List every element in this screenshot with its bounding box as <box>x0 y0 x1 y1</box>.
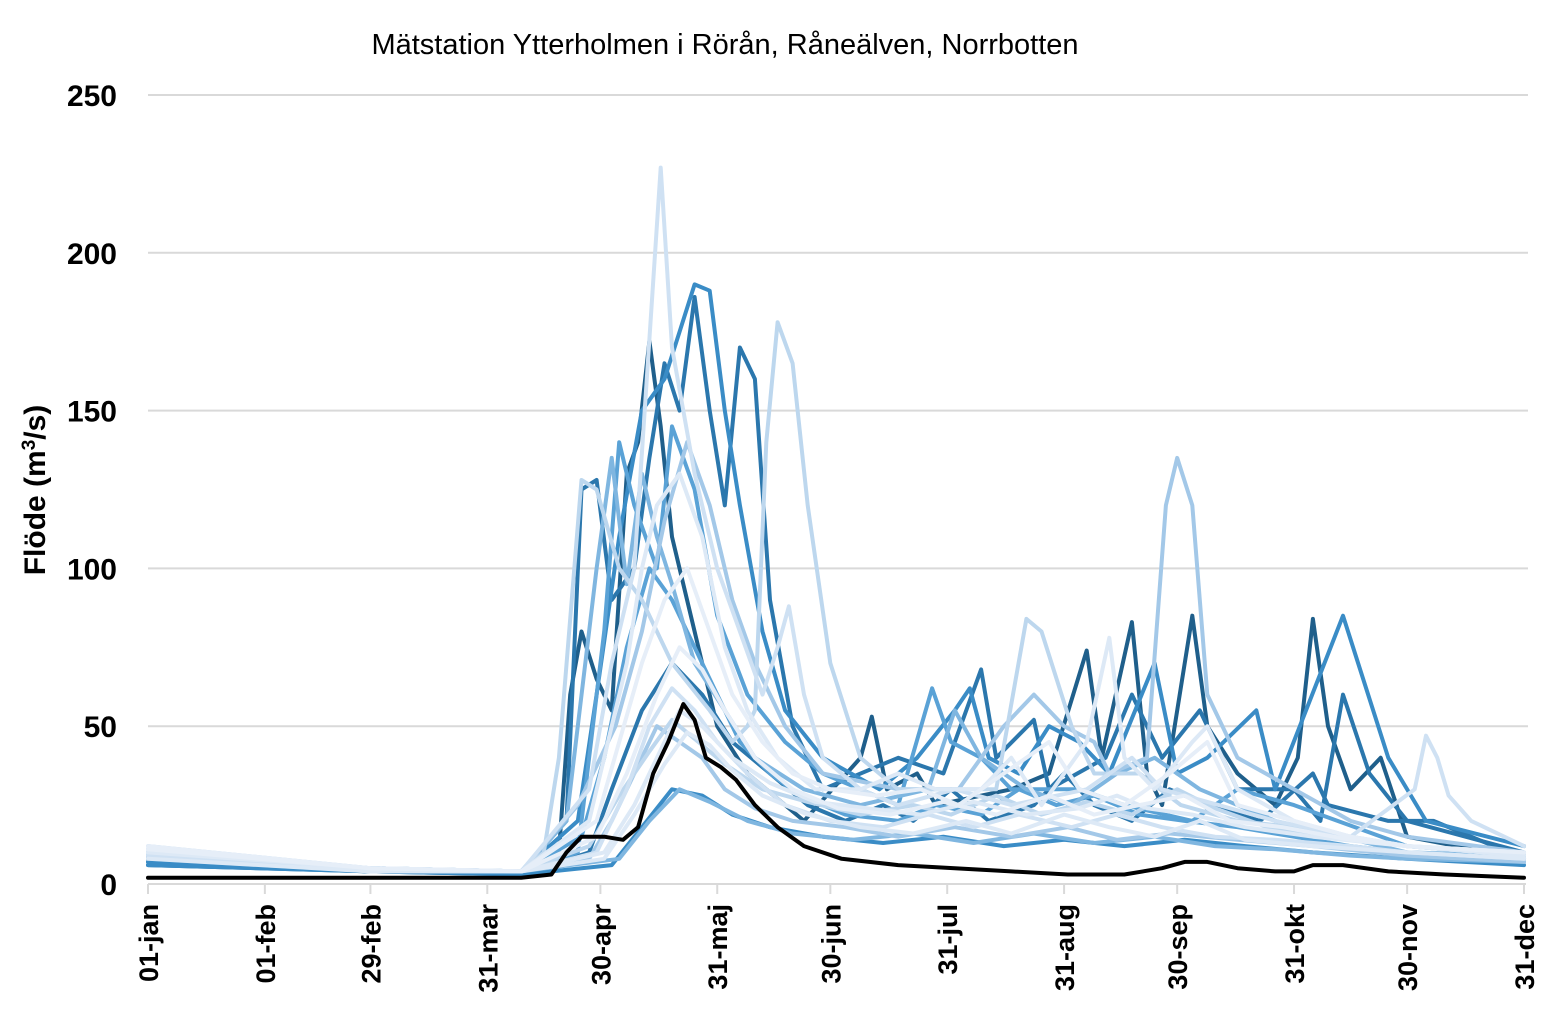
series-line-s20 <box>146 708 1526 874</box>
series-line-s15 <box>146 730 1526 874</box>
x-tick-label: 31-maj <box>703 904 733 990</box>
gridlines <box>148 94 1528 728</box>
x-tick-label: 30-jun <box>816 904 846 984</box>
y-axis-label: Flöde (m3/s) <box>19 405 52 576</box>
x-axis-ticks: 01-jan 01-feb 29-feb 31-mar 30-apr 31-maj 30-j… <box>134 884 1540 993</box>
y-tick-label: 50 <box>84 711 117 744</box>
x-tick-label: 31-jul <box>933 904 963 975</box>
series-line-s14 <box>146 686 1526 874</box>
series-line-s3 <box>146 282 1526 874</box>
y-axis-ticks: 0 50 100 150 200 250 <box>67 80 117 902</box>
series-lines <box>146 165 1526 880</box>
series-line-s8 <box>146 165 1526 874</box>
x-tick-label: 30-nov <box>1393 904 1423 991</box>
x-tick-label: 30-apr <box>586 904 616 986</box>
x-tick-label: 30-sep <box>1163 904 1193 990</box>
series-line-s5 <box>146 455 1526 874</box>
series-line-s18 <box>146 717 1526 874</box>
chart-title: Mätstation Ytterholmen i Rörån, Råneälve… <box>371 29 1078 61</box>
y-tick-label: 0 <box>100 869 117 902</box>
y-axis-label-tail: /s) <box>19 405 52 440</box>
y-tick-label: 250 <box>67 80 117 113</box>
x-tick-label: 01-jan <box>134 904 164 982</box>
series-line-s10 <box>146 566 1526 874</box>
y-axis-label-sup: 3 <box>19 440 40 451</box>
x-tick-label: 31-okt <box>1280 904 1310 984</box>
y-tick-label: 150 <box>67 396 117 429</box>
series-line-s9 <box>146 471 1526 874</box>
series-line-s19 <box>146 787 1526 874</box>
y-tick-label: 100 <box>67 553 117 586</box>
y-tick-label: 200 <box>67 238 117 271</box>
y-axis-label-base: Flöde (m <box>19 450 52 575</box>
series-line-s7 <box>146 320 1526 874</box>
series-line-s16 <box>146 645 1526 874</box>
x-tick-label: 31-mar <box>473 904 503 993</box>
series-line-s6 <box>146 440 1526 874</box>
series-line-highlight <box>146 702 1526 880</box>
x-tick-label: 31-aug <box>1050 904 1080 991</box>
x-tick-label: 29-feb <box>356 904 386 984</box>
x-tick-label: 01-feb <box>251 904 281 984</box>
x-tick-label: 31-dec <box>1510 904 1540 990</box>
